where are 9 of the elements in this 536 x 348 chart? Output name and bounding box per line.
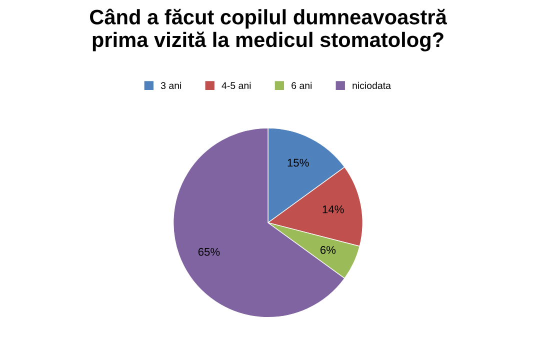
data-label: 6%	[320, 246, 336, 254]
data-label: 65%	[198, 248, 220, 256]
legend-label: niciodata	[352, 82, 391, 90]
legend-label: 3 ani	[160, 82, 182, 90]
legend-label: 4-5 ani	[222, 82, 251, 90]
chart-title: Când a făcut copilul dumneavoastră prima vizită la medicul stomatolog?	[90, 8, 448, 52]
data-label: 15%	[288, 158, 309, 167]
data-label: 14%	[322, 205, 344, 214]
legend-label: 6 ani	[292, 82, 312, 90]
